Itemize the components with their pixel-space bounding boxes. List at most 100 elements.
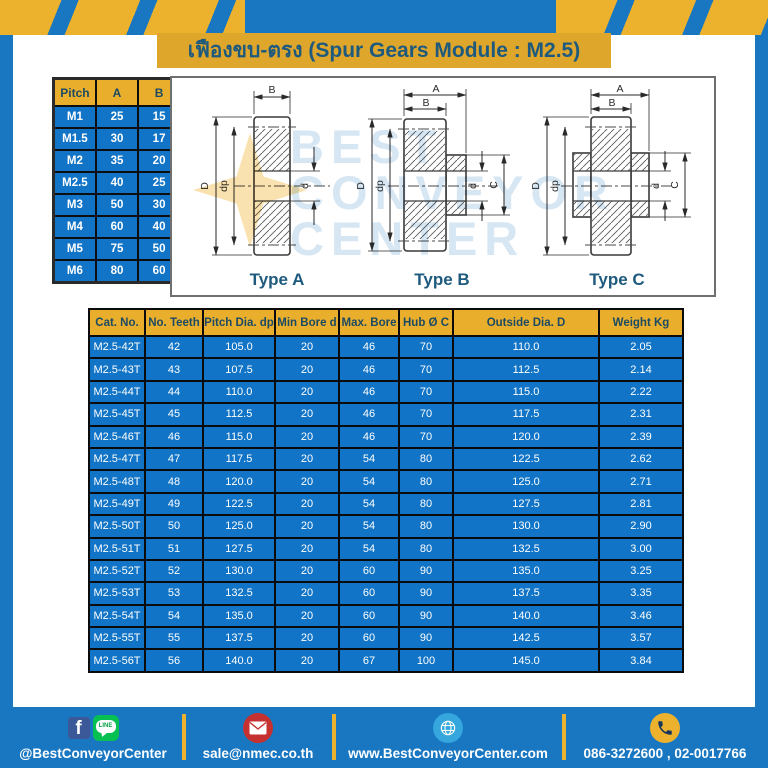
table-cell: 140.0	[452, 603, 600, 629]
table-cell: 115.0	[202, 424, 276, 449]
column-header: Pitch	[52, 77, 97, 107]
table-cell: M1	[52, 105, 97, 129]
table-cell: 54	[338, 514, 400, 539]
table-cell: 20	[274, 603, 340, 629]
table-cell: 137.5	[202, 626, 276, 651]
page-title: เฟืองขบ-ตรง (Spur Gears Module : M2.5)	[157, 33, 611, 68]
figure-type-a: B D dp d Type A	[192, 83, 362, 290]
table-cell: M1.5	[52, 127, 97, 151]
table-cell: 54	[338, 469, 400, 494]
table-cell: 54	[144, 603, 204, 629]
table-row: M2.5-51T 51 127.5 20 54 80 132.5 3.00	[88, 536, 684, 561]
column-header: Outside Dia. D	[452, 308, 600, 337]
table-cell: 125.0	[202, 514, 276, 539]
table-cell: 40	[137, 215, 182, 239]
dim-label-c: C	[669, 181, 681, 189]
column-header: No. Teeth	[144, 308, 204, 337]
table-cell: M3	[52, 193, 97, 217]
table-cell: M2	[52, 149, 97, 173]
table-cell: 2.05	[598, 334, 684, 360]
table-cell: 3.00	[598, 536, 684, 561]
line-app-icon: LINE	[92, 715, 119, 741]
table-cell: 125.0	[452, 469, 600, 494]
table-cell: 50	[94, 193, 140, 217]
table-cell: M2.5-45T	[88, 402, 146, 427]
table-cell: 46	[338, 334, 400, 360]
table-cell: 132.5	[202, 581, 276, 606]
dim-label-bore-d: d	[299, 183, 311, 189]
table-cell: 60	[338, 626, 400, 651]
table-cell: 80	[398, 514, 454, 539]
table-cell: 70	[398, 379, 454, 405]
globe-icon	[433, 713, 463, 743]
table-cell: 2.90	[598, 514, 684, 539]
table-cell: 43	[144, 357, 204, 382]
table-cell: M2.5-44T	[88, 379, 146, 405]
table-cell: 110.0	[452, 334, 600, 360]
drawings-panel: BEST CONVEYOR CENTER	[170, 76, 716, 297]
dim-label-b: B	[268, 84, 275, 96]
table-row: M6 80 60	[52, 259, 182, 284]
table-cell: 140.0	[202, 648, 276, 673]
website-url: www.BestConveyorCenter.com	[348, 746, 548, 761]
hazard-stripe-band	[0, 0, 768, 35]
table-cell: 20	[274, 581, 340, 606]
table-cell: 80	[398, 469, 454, 494]
table-cell: 60	[338, 581, 400, 606]
dim-label-outer-d: D	[199, 182, 211, 190]
table-cell: 20	[274, 402, 340, 427]
gear-drawing-type-b-icon: A B D dp	[355, 83, 510, 252]
table-row: M1.5 30 17	[52, 127, 182, 151]
table-cell: 80	[94, 259, 140, 284]
table-cell: 30	[137, 193, 182, 217]
table-row: M2 35 20	[52, 149, 182, 173]
table-cell: 40	[94, 171, 140, 195]
table-row: M4 60 40	[52, 215, 182, 239]
table-cell: M2.5-48T	[88, 469, 146, 494]
table-cell: 47	[144, 446, 204, 472]
table-cell: 2.81	[598, 491, 684, 517]
content-area: เฟืองขบ-ตรง (Spur Gears Module : M2.5) P…	[13, 33, 755, 707]
table-cell: 20	[274, 446, 340, 472]
table-cell: M2.5	[52, 171, 97, 195]
table-cell: 3.35	[598, 581, 684, 606]
table-cell: 54	[338, 491, 400, 517]
footer-email-group: sale@nmec.co.th	[190, 711, 326, 761]
table-cell: 30	[94, 127, 140, 151]
table-cell: 25	[94, 105, 140, 129]
table-row: M2.5-52T 52 130.0 20 60 90 135.0 3.25	[88, 558, 684, 584]
table-cell: 44	[144, 379, 204, 405]
table-cell: 112.5	[452, 357, 600, 382]
dim-label-dp: dp	[549, 180, 561, 192]
dim-label-b: B	[608, 97, 615, 109]
column-header: Max. Bore	[338, 308, 400, 337]
table-cell: 90	[398, 558, 454, 584]
dim-label-bore-d: d	[650, 183, 662, 189]
dim-label-b: B	[422, 97, 429, 109]
figure-caption: Type A	[249, 270, 305, 289]
table-cell: 135.0	[202, 603, 276, 629]
table-row: M2.5-46T 46 115.0 20 46 70 120.0 2.39	[88, 424, 684, 449]
table-cell: M2.5-50T	[88, 514, 146, 539]
table-cell: 142.5	[452, 626, 600, 651]
table-cell: 46	[338, 357, 400, 382]
table-cell: 48	[144, 469, 204, 494]
table-cell: 107.5	[202, 357, 276, 382]
table-cell: 90	[398, 581, 454, 606]
table-cell: 46	[338, 402, 400, 427]
line-bubble: LINE	[95, 720, 116, 733]
footer-contact-bar: f LINE @BestConveyorCenter sale@nmec.co.…	[0, 707, 768, 768]
table-cell: 3.46	[598, 603, 684, 629]
table-row: M2.5-43T 43 107.5 20 46 70 112.5 2.14	[88, 357, 684, 382]
table-cell: M5	[52, 237, 97, 261]
table-cell: M2.5-42T	[88, 334, 146, 360]
table-cell: 100	[398, 648, 454, 673]
table-cell: M6	[52, 259, 97, 284]
table-row: M2.5-54T 54 135.0 20 60 90 140.0 3.46	[88, 603, 684, 629]
table-cell: 49	[144, 491, 204, 517]
table-row: M2.5-44T 44 110.0 20 46 70 115.0 2.22	[88, 379, 684, 405]
table-cell: 70	[398, 357, 454, 382]
table-cell: 45	[144, 402, 204, 427]
table-cell: 110.0	[202, 379, 276, 405]
